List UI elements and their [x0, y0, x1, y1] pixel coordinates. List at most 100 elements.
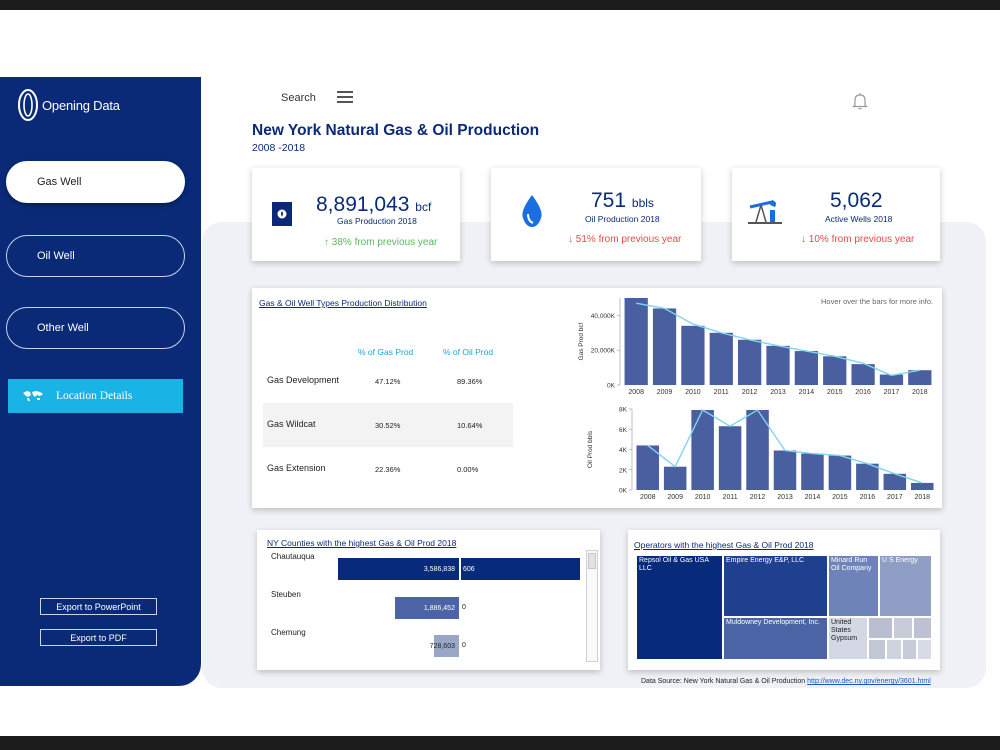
treemap-block[interactable]: Repsol Oil & Gas USA LLC [636, 555, 723, 660]
y-tick-label: 20,000K [591, 348, 616, 355]
kpi-oil-change: ↓ 51% from previous year [568, 234, 682, 245]
kpi-oil-label: Oil Production 2018 [585, 214, 660, 224]
x-tick-label: 2016 [855, 389, 871, 396]
y-axis-label: Gas Prod bcf [578, 322, 585, 360]
county-oil-value[interactable]: 0 [462, 642, 466, 649]
bar[interactable] [908, 370, 932, 385]
kpi-oil-number: 751 [591, 189, 627, 212]
treemap-block[interactable] [913, 617, 932, 639]
county-gas-bar[interactable]: 1,886,452 [395, 597, 459, 619]
table-row[interactable]: Gas Wildcat 30.52% 10.64% [263, 403, 513, 447]
data-source-link[interactable]: http://www.dec.ny.gov/energy/3601.html [807, 678, 931, 685]
x-tick-label: 2017 [884, 389, 900, 396]
county-gas-bar[interactable]: 3,586,838 [338, 558, 459, 580]
nav-oil-well-label: Oil Well [37, 250, 75, 262]
y-tick-label: 0K [607, 383, 616, 390]
treemap-block[interactable] [902, 639, 917, 660]
x-tick-label: 2012 [750, 494, 766, 501]
bell-icon[interactable] [852, 92, 868, 110]
kpi-gas-number: 8,891,043 [316, 193, 410, 216]
treemap-label: Empire Energy E&P, LLC [726, 557, 805, 564]
distribution-title[interactable]: Gas & Oil Well Types Production Distribu… [259, 298, 427, 308]
bottom-frame-bar [0, 736, 1000, 750]
county-gas-bar[interactable]: 728,603 [430, 635, 459, 657]
counties-scrollbar[interactable] [586, 550, 598, 662]
bar[interactable] [766, 345, 790, 385]
treemap-block[interactable]: Muldowney Development, Inc. [723, 617, 828, 660]
kpi-card-gas: 8,891,043 bcf Gas Production 2018 ↑ 38% … [252, 168, 460, 261]
treemap-block[interactable] [868, 639, 886, 660]
export-pdf-button[interactable]: Export to PDF [40, 629, 157, 646]
treemap-label: U S Energy [882, 557, 918, 564]
table-row[interactable]: Gas Extension 22.36% 0.00% [263, 447, 513, 491]
oil-barrel-icon [272, 202, 292, 226]
treemap-block[interactable]: Empire Energy E&P, LLC [723, 555, 828, 617]
bar[interactable] [911, 482, 934, 490]
bar[interactable] [663, 466, 687, 490]
kpi-wells-change: ↓ 10% from previous year [801, 234, 915, 245]
col-oil-prod: % of Oil Prod [443, 347, 494, 357]
bar[interactable] [823, 356, 847, 385]
bar[interactable] [746, 410, 769, 490]
nav-other-well[interactable]: Other Well [6, 307, 185, 349]
treemap-block[interactable] [886, 639, 902, 660]
bar[interactable] [883, 473, 907, 490]
county-oil-value[interactable]: 0 [462, 604, 466, 611]
operators-title[interactable]: Operators with the highest Gas & Oil Pro… [634, 540, 814, 550]
kpi-wells-number: 5,062 [830, 189, 883, 212]
treemap-block[interactable] [893, 617, 913, 639]
treemap-block[interactable] [917, 639, 932, 660]
kpi-gas-change: ↑ 38% from previous year [324, 237, 438, 248]
bar[interactable] [801, 453, 824, 490]
bar[interactable] [879, 374, 904, 385]
bar[interactable] [773, 450, 797, 490]
scrollbar-thumb[interactable] [588, 553, 596, 569]
bar[interactable] [636, 445, 659, 490]
county-oil-value[interactable]: 606 [461, 558, 580, 580]
x-tick-label: 2012 [742, 389, 758, 396]
x-tick-label: 2015 [832, 494, 848, 501]
treemap-label: Repsol Oil & Gas USA LLC [639, 557, 709, 572]
counties-title[interactable]: NY Counties with the highest Gas & Oil P… [267, 538, 457, 548]
x-tick-label: 2008 [640, 494, 656, 501]
x-tick-label: 2016 [860, 494, 876, 501]
bar[interactable] [652, 308, 677, 385]
bar[interactable] [856, 463, 879, 490]
nav-gas-well[interactable]: Gas Well [6, 161, 185, 203]
treemap-block[interactable] [868, 617, 893, 639]
bar[interactable] [681, 325, 705, 385]
bar[interactable] [828, 455, 852, 490]
bar[interactable] [709, 332, 733, 385]
x-tick-label: 2018 [914, 494, 930, 501]
treemap-block[interactable]: Minard Run Oil Company [828, 555, 879, 617]
top-frame-bar [0, 0, 1000, 10]
bar[interactable] [794, 351, 818, 385]
x-tick-label: 2014 [799, 389, 815, 396]
export-powerpoint-button[interactable]: Export to PowerPoint [40, 598, 157, 615]
search-button[interactable]: Search [281, 92, 316, 104]
oil-drop-icon [522, 195, 542, 227]
page-subtitle: 2008 -2018 [252, 142, 306, 154]
bar[interactable] [691, 410, 714, 490]
export-powerpoint-label: Export to PowerPoint [56, 601, 141, 612]
y-tick-label: 6K [619, 427, 628, 434]
data-source-label: Data Source: New York Natural Gas & Oil … [641, 678, 806, 685]
treemap-block[interactable]: United States Gypsum [828, 617, 868, 660]
bar[interactable] [624, 298, 648, 385]
bar[interactable] [738, 339, 762, 385]
table-row[interactable]: Gas Development 47.12% 89.36% [263, 359, 513, 403]
hamburger-menu-icon[interactable] [337, 91, 353, 104]
location-details-button[interactable]: Location Details [8, 379, 183, 413]
nav-oil-well[interactable]: Oil Well [6, 235, 185, 277]
location-details-label: Location Details [56, 390, 133, 402]
page-title: New York Natural Gas & Oil Production [252, 122, 540, 139]
trend-line [636, 302, 920, 377]
x-tick-label: 2018 [912, 389, 928, 396]
data-source: Data Source: New York Natural Gas & Oil … [641, 678, 931, 685]
bar[interactable] [718, 426, 742, 490]
bar[interactable] [851, 364, 875, 385]
trend-line [647, 409, 923, 484]
y-tick-label: 40,000K [591, 313, 616, 320]
y-tick-label: 2K [619, 467, 628, 474]
treemap-block[interactable]: U S Energy [879, 555, 932, 617]
